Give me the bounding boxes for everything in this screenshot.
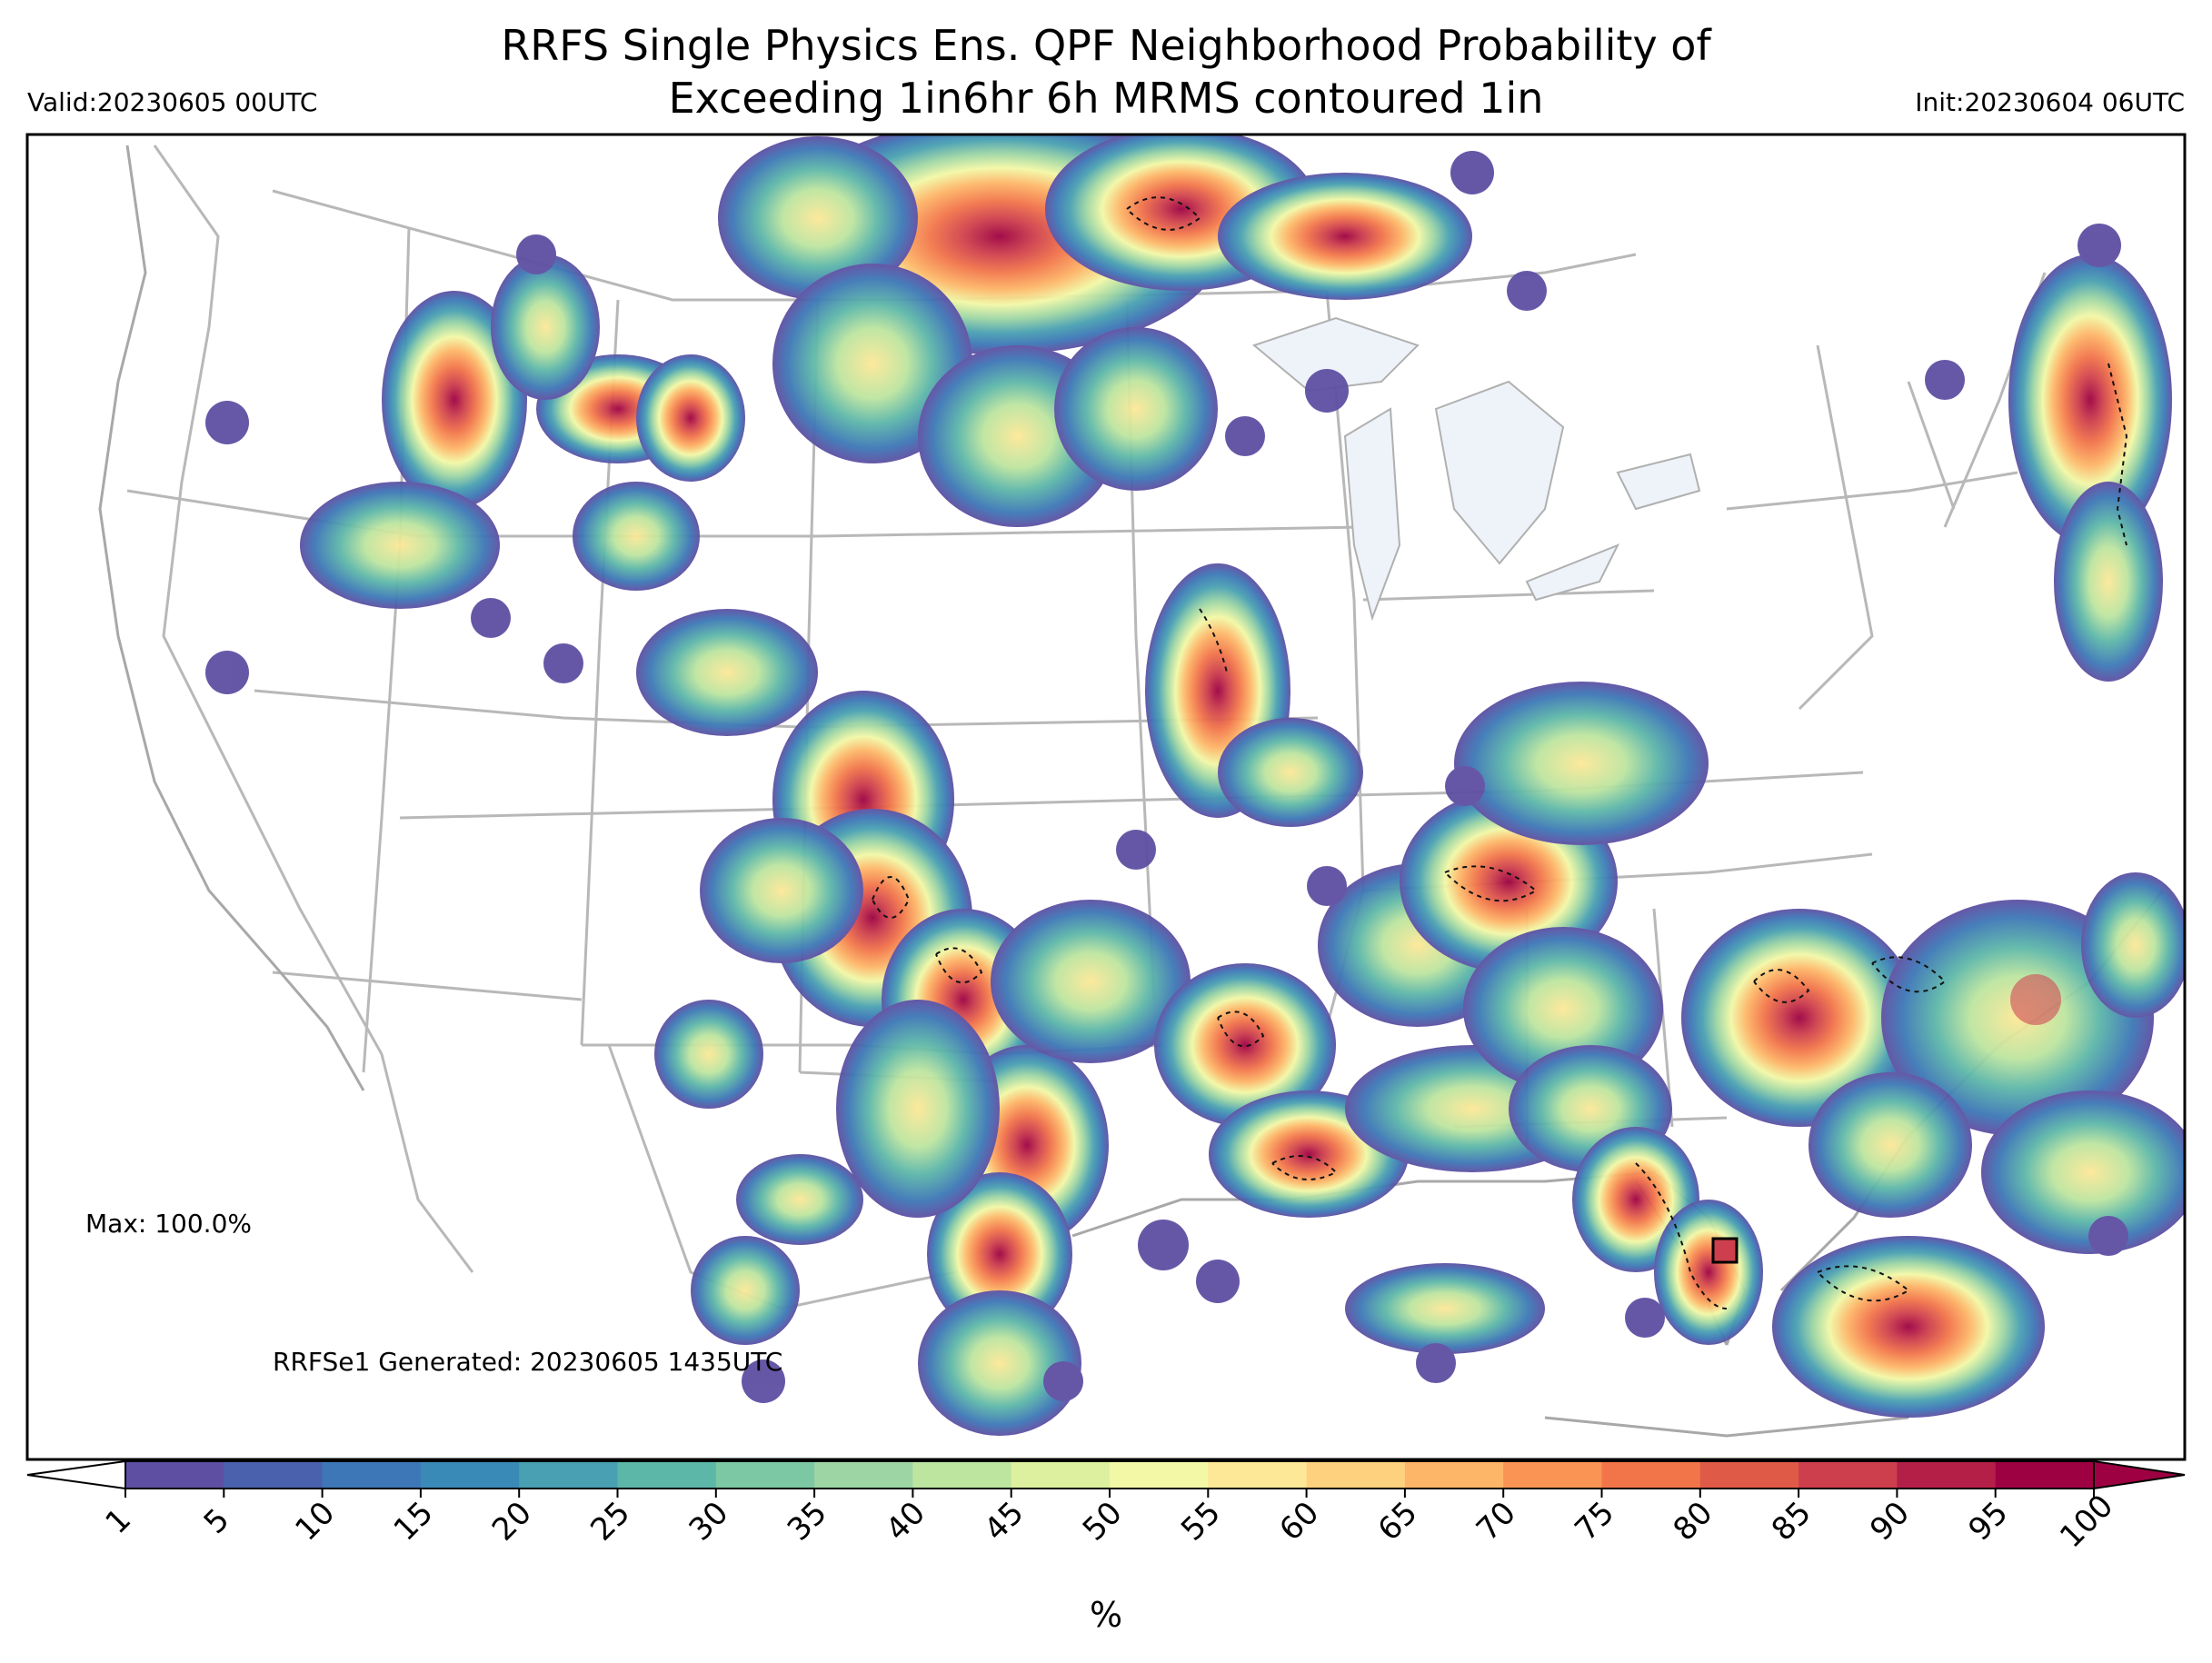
map-title-line-2: Exceeding 1in6hr 6h MRMS contoured 1in <box>668 74 1544 123</box>
colorbar-segment <box>1306 1461 1406 1489</box>
colorbar-segment <box>1699 1461 1799 1489</box>
colorbar-tick-label: 65 <box>1371 1495 1425 1548</box>
colorbar-tick-label: 5 <box>197 1501 237 1541</box>
valid-time-label: Valid:20230605 00UTC <box>27 87 318 117</box>
colorbar-segment <box>224 1461 324 1489</box>
colorbar-tick-label: 15 <box>387 1495 441 1548</box>
mrms-contours <box>872 196 2128 1309</box>
colorbar-under-extension <box>26 1459 126 1490</box>
colorbar-tick-label: 45 <box>977 1495 1031 1548</box>
init-time-label: Init:20230604 06UTC <box>1915 87 2185 117</box>
colorbar-over-extension <box>2093 1459 2186 1490</box>
colorbar-tick-label: 20 <box>485 1495 539 1548</box>
colorbar-segment <box>912 1461 1012 1489</box>
colorbar-tick-label: 75 <box>1568 1495 1621 1548</box>
colorbar-tick-label: 100 <box>2053 1488 2120 1555</box>
colorbar-tick-label: 40 <box>879 1495 932 1548</box>
colorbar-unit-label: % <box>1090 1595 1122 1635</box>
colorbar-tick-label: 70 <box>1470 1495 1523 1548</box>
map-title-line-1: RRFS Single Physics Ens. QPF Neighborhoo… <box>501 21 1711 70</box>
colorbar-tick-label: 85 <box>1765 1495 1818 1548</box>
colorbar-segment <box>1798 1461 1898 1489</box>
colorbar-segment <box>1208 1461 1308 1489</box>
colorbar-tick-label: 60 <box>1272 1495 1326 1548</box>
map-area <box>27 134 2185 1459</box>
colorbar-tick-label: 25 <box>583 1495 637 1548</box>
colorbar-segment <box>814 1461 913 1489</box>
great-lakes <box>1251 316 1701 622</box>
colorbar-segment <box>1404 1461 1504 1489</box>
colorbar-segment <box>1601 1461 1701 1489</box>
colorbar-tick-label: 55 <box>1174 1495 1228 1548</box>
colorbar: 1 5 10 15 20 25 30 35 40 45 50 55 60 65 70 75 80 85 90 95 10… <box>26 1459 2186 1555</box>
colorbar-tick-label: 1 <box>98 1501 138 1541</box>
colorbar-segment <box>1995 1461 2095 1489</box>
colorbar-tick-label: 80 <box>1667 1495 1720 1548</box>
probability-field <box>205 134 2185 1436</box>
colorbar-tick-label: 95 <box>1961 1495 2015 1548</box>
colorbar-segment <box>519 1461 618 1489</box>
colorbar-tick-label: 10 <box>288 1495 342 1548</box>
colorbar-segment <box>1011 1461 1111 1489</box>
colorbar-segment <box>322 1461 422 1489</box>
colorbar-tick-label: 30 <box>683 1495 736 1548</box>
colorbar-segment <box>617 1461 717 1489</box>
colorbar-segment <box>420 1461 520 1489</box>
colorbar-tick-label: 90 <box>1863 1495 1917 1548</box>
colorbar-segment <box>125 1461 224 1489</box>
generated-time-annotation: RRFSe1 Generated: 20230605 1435UTC <box>273 1347 783 1377</box>
colorbar-segment <box>1897 1461 1997 1489</box>
max-location-marker <box>1711 1237 1739 1264</box>
colorbar-segment <box>1503 1461 1602 1489</box>
max-value-annotation: Max: 100.0% <box>85 1209 252 1239</box>
colorbar-tick-label: 35 <box>781 1495 834 1548</box>
colorbar-tick-label: 50 <box>1076 1495 1130 1548</box>
colorbar-segment <box>1110 1461 1209 1489</box>
map-frame <box>25 133 2187 1461</box>
colorbar-segment <box>715 1461 815 1489</box>
